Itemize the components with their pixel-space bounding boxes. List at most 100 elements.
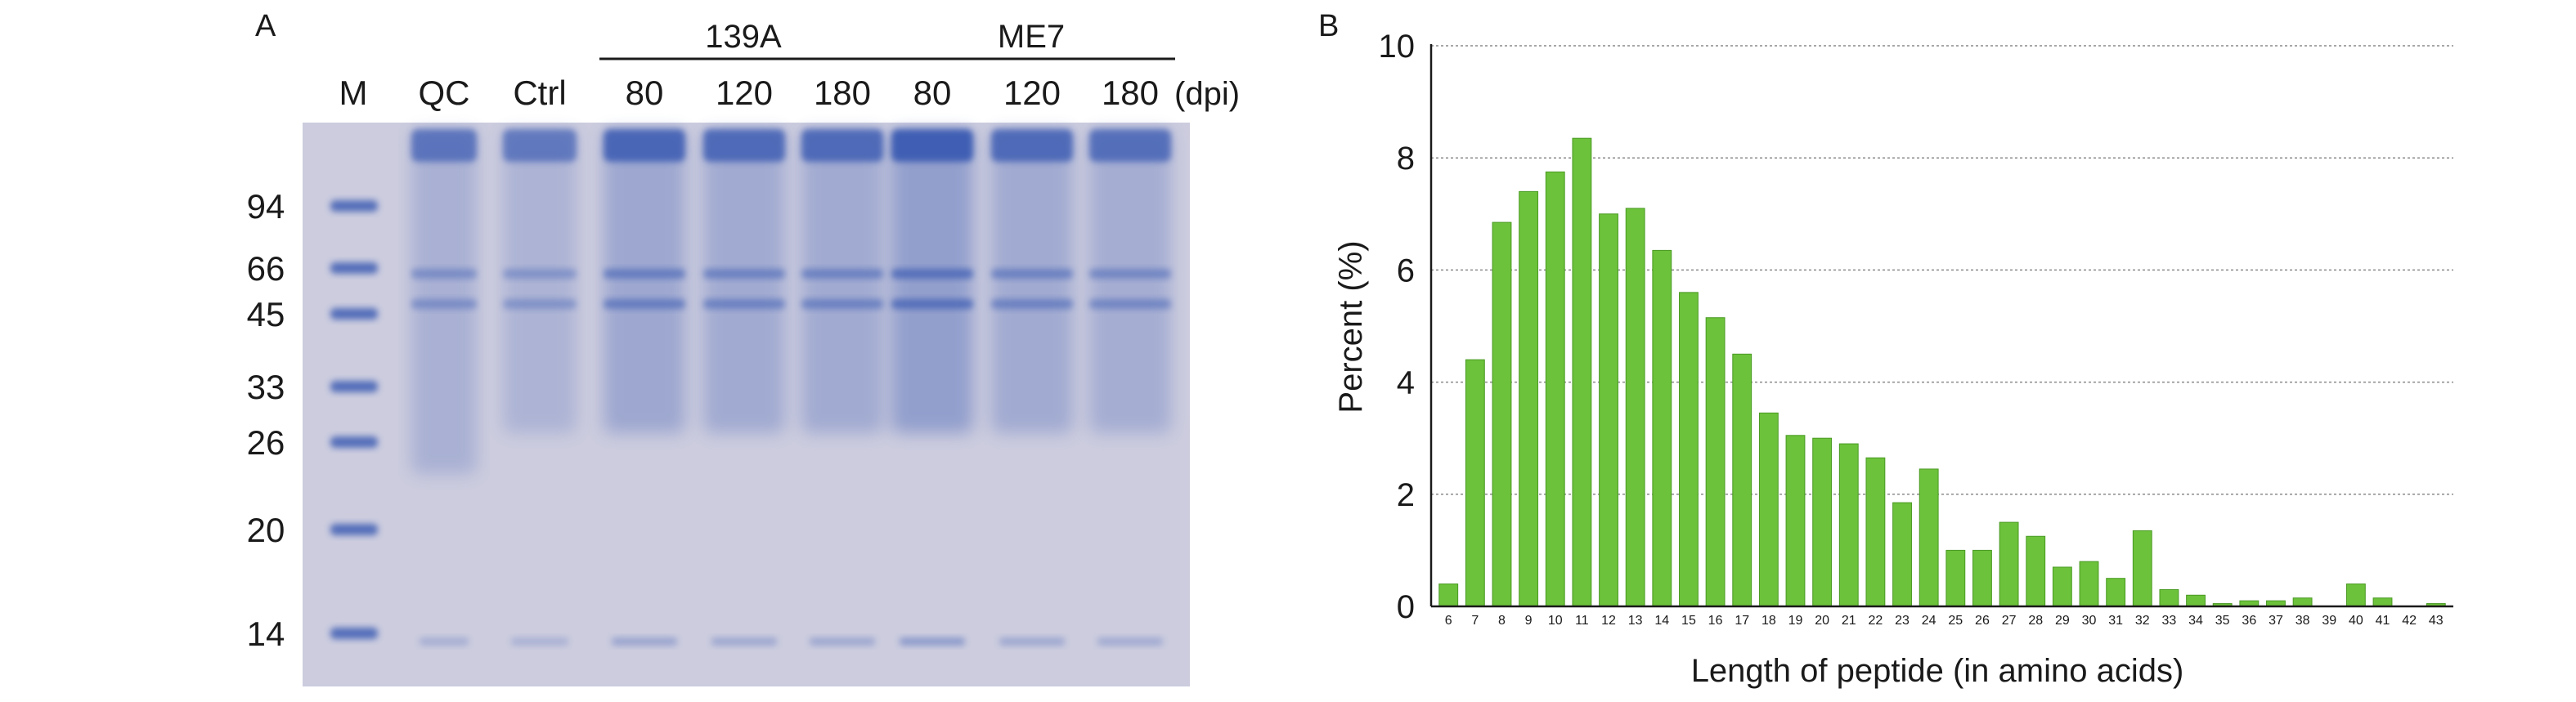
x-tick-label: 14 bbox=[1654, 614, 1669, 628]
bar bbox=[1438, 584, 1459, 607]
bar bbox=[2159, 588, 2179, 607]
dpi-label: (dpi) bbox=[1174, 76, 1240, 112]
x-tick-label: 39 bbox=[2322, 614, 2336, 628]
lane-top-band bbox=[503, 129, 577, 162]
lane-band bbox=[891, 269, 973, 279]
lane-smear bbox=[604, 131, 685, 433]
bar bbox=[1465, 359, 1485, 607]
lane-smear bbox=[991, 131, 1073, 433]
bar bbox=[2292, 597, 2313, 607]
bar-chart: B Percent (%) Length of peptide (in amin… bbox=[1318, 9, 2453, 689]
lane-bottom-band bbox=[511, 637, 568, 646]
marker-band bbox=[330, 308, 378, 320]
y-tick-label: 2 bbox=[1397, 477, 1415, 513]
gel-panel: A (dpi) M QC Ctrl 80 120 180 80 120 180 139A ME7 94… bbox=[0, 0, 1276, 698]
bar bbox=[2345, 584, 2366, 607]
lane-band bbox=[891, 299, 973, 309]
x-tick-label: 37 bbox=[2269, 614, 2283, 628]
lane-band bbox=[801, 299, 883, 309]
marker-size-label: 33 bbox=[247, 368, 285, 406]
group-label: 139A bbox=[705, 19, 782, 55]
lane-smear bbox=[1089, 131, 1171, 433]
lane-band bbox=[991, 269, 1073, 279]
x-tick-label: 40 bbox=[2349, 614, 2363, 628]
bar bbox=[1972, 549, 1992, 607]
y-tick-label: 8 bbox=[1397, 141, 1415, 177]
x-tick-label: 36 bbox=[2242, 614, 2256, 628]
bar bbox=[2372, 597, 2393, 607]
x-tick-label: 9 bbox=[1525, 614, 1533, 628]
x-tick-label: 32 bbox=[2135, 614, 2150, 628]
lane-label: QC bbox=[419, 74, 470, 112]
marker-size-label: 94 bbox=[247, 187, 285, 226]
x-tick-label: 29 bbox=[2055, 614, 2070, 628]
x-tick-label: 33 bbox=[2162, 614, 2177, 628]
x-tick-label: 43 bbox=[2429, 614, 2444, 628]
lane-band bbox=[411, 269, 477, 279]
bar bbox=[2106, 578, 2126, 607]
x-tick-label: 23 bbox=[1895, 614, 1910, 628]
bar bbox=[1999, 521, 2019, 607]
lane-bottom-band bbox=[900, 637, 965, 646]
x-tick-label: 17 bbox=[1735, 614, 1749, 628]
lane-band bbox=[604, 299, 685, 309]
bar bbox=[2052, 566, 2072, 607]
lane-bottom-band bbox=[1097, 637, 1163, 646]
x-tick-label: 27 bbox=[2002, 614, 2017, 628]
marker-band bbox=[330, 381, 378, 392]
group-label: ME7 bbox=[998, 19, 1065, 55]
lane-label: 80 bbox=[913, 74, 952, 112]
bar bbox=[1679, 292, 1699, 607]
lane-smear bbox=[801, 131, 883, 433]
lane-top-band bbox=[604, 129, 685, 162]
lane-bottom-band bbox=[999, 637, 1065, 646]
chart-panel: B Percent (%) Length of peptide (in amin… bbox=[1276, 0, 2576, 698]
x-tick-label: 31 bbox=[2108, 614, 2123, 628]
lane-bottom-band bbox=[711, 637, 777, 646]
x-tick-label: 19 bbox=[1788, 614, 1803, 628]
lane-band bbox=[801, 269, 883, 279]
bar bbox=[1625, 208, 1645, 607]
x-tick-label: 20 bbox=[1815, 614, 1829, 628]
bar bbox=[1599, 213, 1618, 607]
lane-band bbox=[703, 269, 785, 279]
lane-band bbox=[411, 299, 477, 309]
bar bbox=[1572, 137, 1592, 607]
bar bbox=[2186, 594, 2206, 607]
marker-size-label: 20 bbox=[247, 511, 285, 549]
x-tick-label: 34 bbox=[2188, 614, 2203, 628]
lane-band bbox=[703, 299, 785, 309]
x-tick-label: 18 bbox=[1761, 614, 1776, 628]
bar bbox=[1652, 249, 1672, 607]
x-tick-label: 6 bbox=[1445, 614, 1452, 628]
bar bbox=[2026, 535, 2046, 607]
lane-top-band bbox=[991, 129, 1073, 162]
lane-top-band bbox=[801, 129, 883, 162]
lane-label: Ctrl bbox=[513, 74, 566, 112]
lane-band bbox=[1089, 269, 1171, 279]
lane-smear bbox=[503, 131, 577, 433]
y-tick-label: 6 bbox=[1397, 253, 1415, 288]
x-tick-label: 10 bbox=[1548, 614, 1563, 628]
marker-size-label: 14 bbox=[247, 615, 285, 653]
bar bbox=[1945, 549, 1966, 607]
x-tick-label: 21 bbox=[1842, 614, 1856, 628]
lane-top-band bbox=[891, 129, 973, 162]
x-tick-label: 30 bbox=[2082, 614, 2097, 628]
marker-band bbox=[330, 628, 378, 639]
x-tick-label: 25 bbox=[1948, 614, 1963, 628]
lane-band bbox=[991, 299, 1073, 309]
gel-figure: A (dpi) M QC Ctrl 80 120 180 80 120 180 139A ME7 94… bbox=[247, 9, 1240, 686]
lane-bottom-band bbox=[612, 637, 677, 646]
bar bbox=[1732, 353, 1752, 607]
x-tick-label: 12 bbox=[1601, 614, 1616, 628]
bar bbox=[1812, 437, 1833, 607]
bar bbox=[1545, 171, 1565, 607]
marker-size-label: 26 bbox=[247, 423, 285, 462]
bar bbox=[1919, 468, 1939, 607]
bar bbox=[1519, 190, 1539, 607]
marker-size-label: 66 bbox=[247, 249, 285, 288]
marker-size-label: 45 bbox=[247, 295, 285, 333]
x-tick-label: 8 bbox=[1498, 614, 1506, 628]
lane-band bbox=[604, 269, 685, 279]
